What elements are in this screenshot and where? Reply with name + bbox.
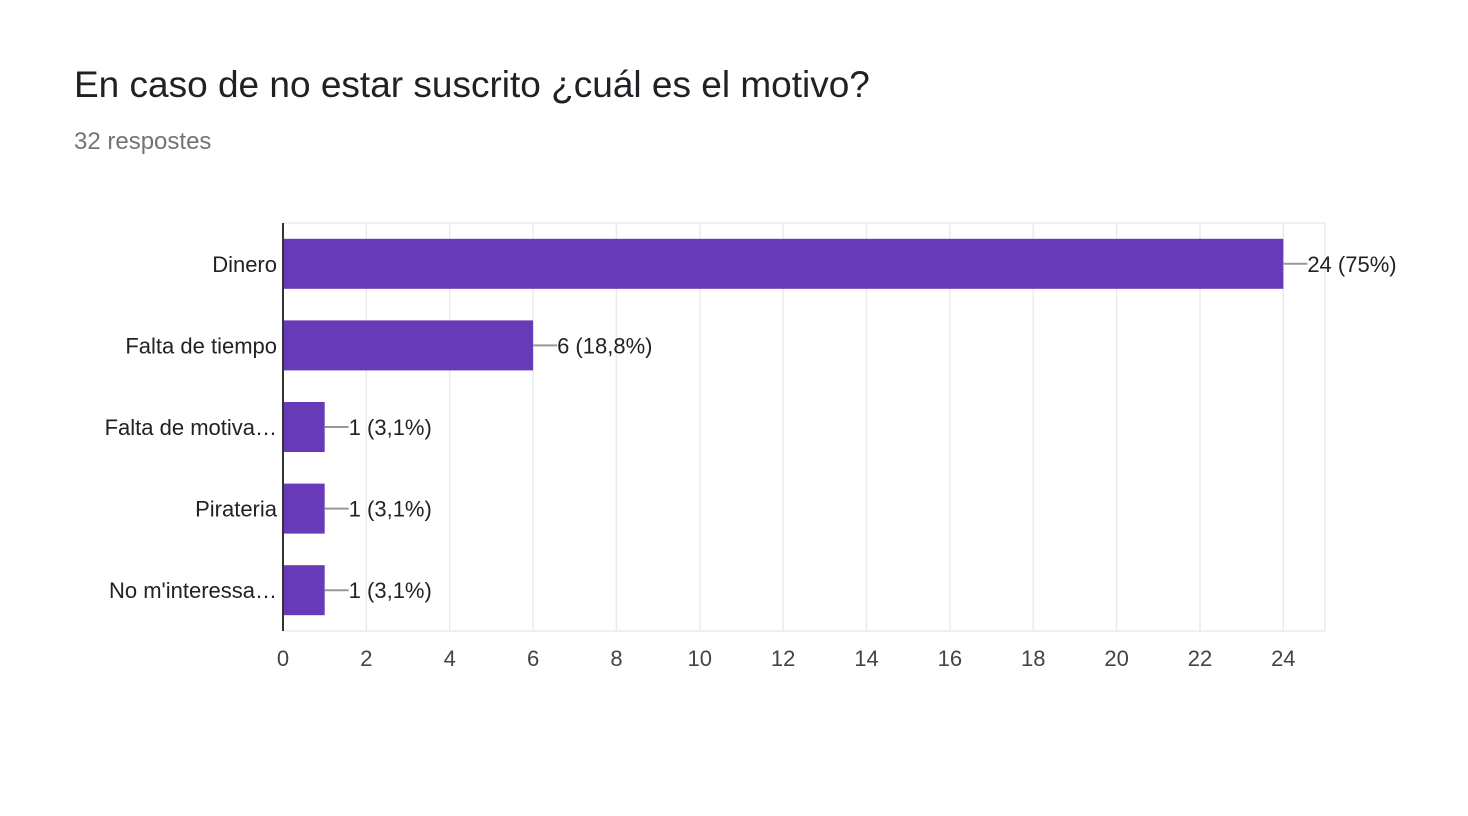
bar[interactable]	[283, 483, 325, 534]
x-tick-label: 24	[1271, 646, 1295, 671]
category-label: Pirateria	[195, 497, 278, 522]
bar[interactable]	[283, 238, 1284, 289]
x-tick-label: 10	[688, 646, 712, 671]
x-tick-label: 0	[277, 646, 289, 671]
category-label: Falta de tiempo	[125, 333, 277, 358]
x-tick-label: 18	[1021, 646, 1045, 671]
category-label: Dinero	[212, 252, 277, 277]
x-tick-label: 4	[444, 646, 456, 671]
category-label: No m'interessa…	[109, 578, 277, 603]
grid-lines	[283, 222, 1326, 632]
bar[interactable]	[283, 565, 325, 616]
category-label: Falta de motiva…	[105, 415, 277, 440]
data-label: 1 (3,1%)	[349, 415, 432, 440]
x-tick-label: 14	[854, 646, 878, 671]
data-label: 24 (75%)	[1307, 252, 1396, 277]
bar[interactable]	[283, 320, 534, 371]
data-label: 1 (3,1%)	[349, 578, 432, 603]
x-tick-label: 12	[771, 646, 795, 671]
x-tick-label: 2	[360, 646, 372, 671]
x-tick-label: 6	[527, 646, 539, 671]
x-tick-label: 20	[1104, 646, 1128, 671]
x-tick-label: 8	[610, 646, 622, 671]
data-label: 6 (18,8%)	[557, 333, 652, 358]
bars	[283, 238, 1284, 616]
data-label: 1 (3,1%)	[349, 497, 432, 522]
x-tick-label: 22	[1188, 646, 1212, 671]
response-count: 32 respostes	[74, 128, 212, 155]
x-tick-label: 16	[938, 646, 962, 671]
bar[interactable]	[283, 402, 325, 452]
chart-title: En caso de no estar suscrito ¿cuál es el…	[74, 64, 870, 105]
